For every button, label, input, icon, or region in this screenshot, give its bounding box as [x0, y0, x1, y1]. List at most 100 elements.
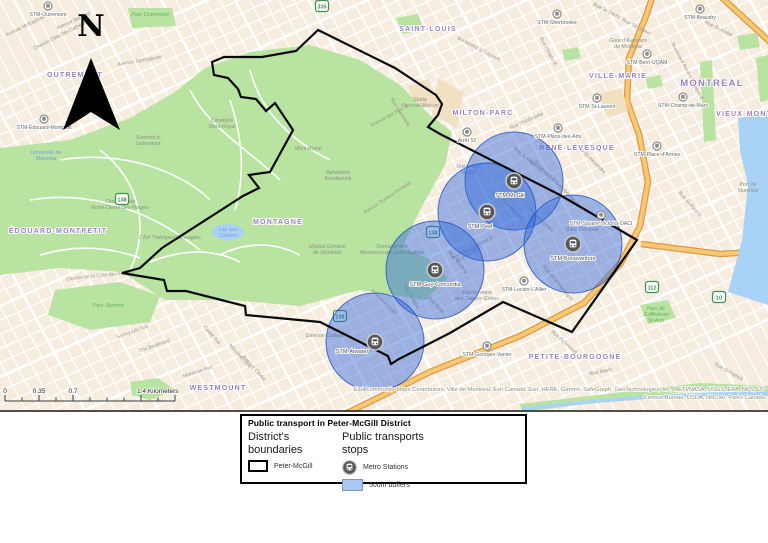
north-arrow-letter: N — [77, 9, 104, 44]
street-line — [175, 148, 768, 412]
district-label: RENÉ-LÉVESQUE — [539, 143, 615, 152]
park-area — [737, 33, 760, 50]
attribution-text: Esri Community Maps Contributors, Ville … — [354, 387, 765, 393]
road-shield: 335 — [314, 0, 330, 13]
station-marker: STM-Édouard-Montpetit — [16, 114, 73, 132]
station-marker: STM-Place-d'Armes — [633, 141, 681, 159]
street-line — [0, 0, 401, 179]
place-label: Dawson College — [306, 333, 345, 339]
station-small-label: STM-Georges-Vanier — [463, 352, 512, 358]
other-stations: STM-Outremont STM-Édouard-Montpetit Arrêt … — [16, 1, 717, 359]
station-small-glyph — [655, 143, 659, 148]
street-line — [454, 0, 677, 412]
place-label: L'Îlot Trafalgar-Gleneagles — [139, 234, 201, 241]
station-small-label: STM-Berri-UQAM — [627, 60, 668, 66]
metro-train-light — [511, 181, 514, 184]
station-marker: STM-Square-Victoria-OACI — [569, 210, 633, 228]
buffer-swatch — [342, 479, 363, 492]
station-small-glyph — [698, 6, 702, 11]
street-line — [616, 0, 768, 285]
station-small-label: STM-Lucien-L'Allier — [501, 287, 546, 293]
street-line — [0, 0, 371, 165]
station-marker: STM-Georges-Vanier — [462, 341, 513, 359]
metro-train-light — [375, 342, 378, 345]
road-shield-number: 138 — [428, 230, 437, 236]
metro-train-light — [484, 212, 487, 215]
station-small-glyph — [485, 343, 489, 348]
street-line — [0, 359, 28, 412]
station-small-label: STM-Place-d'Armes — [634, 152, 681, 158]
place-label: Sommet d' Outremont — [135, 135, 161, 147]
place-label: Domaine desMessieurs-de-Saint-Sulpice — [360, 244, 425, 256]
street-line — [0, 27, 205, 412]
street-line — [0, 109, 161, 412]
street-line — [0, 0, 220, 412]
road-shield-border — [425, 225, 441, 239]
street-line — [646, 0, 768, 229]
metro-station: STM-Atwater — [335, 333, 384, 356]
street-line — [558, 0, 768, 395]
street-line — [513, 0, 735, 412]
park-area — [756, 55, 768, 102]
street-line — [0, 166, 131, 412]
metro-station-label: STM-Bonaventure — [550, 256, 595, 262]
street-line — [719, 0, 768, 91]
place-label: Hôpital Général de Montréal — [309, 244, 347, 256]
park-path — [249, 69, 331, 161]
street-line — [0, 332, 43, 412]
metro-station-label: STM-McGill — [495, 193, 524, 199]
station-marker: STM-St-Laurent — [578, 93, 617, 111]
park-area — [0, 45, 452, 306]
campus-block — [432, 78, 464, 128]
park-area — [645, 75, 663, 89]
street-line — [0, 83, 175, 412]
station-small-glyph — [595, 95, 599, 100]
street-line — [484, 0, 705, 412]
street-line — [0, 0, 337, 150]
station-marker: STM-Sherbrooke — [536, 9, 578, 27]
metro-train-glyph — [569, 239, 577, 248]
road-shield-number: 10 — [716, 295, 722, 301]
street-line — [303, 205, 768, 412]
street-line — [0, 247, 88, 412]
metro-train-light — [570, 244, 573, 247]
place-label: Parc Summit — [93, 303, 124, 309]
park-area — [640, 300, 676, 324]
street-line — [366, 0, 588, 412]
park-area — [562, 47, 581, 61]
park-area — [396, 14, 424, 34]
metro-station-label: STM-Atwater — [336, 349, 369, 355]
street-line — [748, 0, 768, 37]
scale-bar-label: 0.35 — [33, 388, 46, 395]
metro-station-label: STM-Peel — [468, 224, 493, 230]
metro-train-light — [487, 212, 490, 215]
metro-train-light — [432, 270, 435, 273]
station-marker: STM-Lucien-L'Allier — [501, 276, 548, 294]
street-line — [0, 221, 102, 412]
street-line — [425, 0, 647, 412]
scale-bar-end-label: 1.4 Kilometers — [137, 388, 179, 395]
place-label: Port de Montréal — [738, 182, 759, 194]
station-small-glyph — [556, 125, 560, 130]
metro-train-light — [573, 244, 576, 247]
station-marker: Arrêt 52 — [457, 127, 477, 145]
metro-train-light — [514, 181, 517, 184]
street-line — [367, 233, 768, 412]
station-marker: STM-Outremont — [29, 1, 68, 19]
legend-label-peter-mcgill: Peter-McGill — [274, 462, 313, 470]
street-label: Rue Basin — [589, 367, 613, 378]
station-small-label: STM-Square-Victoria-OACI — [570, 221, 633, 227]
legend: Public transport in Peter-McGill Distric… — [240, 414, 527, 492]
street-line — [675, 0, 768, 175]
road-shield: 138 — [425, 225, 441, 239]
road-shield: 10 — [711, 290, 727, 304]
station-small-glyph — [465, 129, 469, 134]
canal-water — [521, 391, 768, 411]
station-small-glyph — [555, 11, 559, 16]
street-line — [0, 304, 58, 412]
station-small-glyph — [42, 116, 46, 121]
street-line — [527, 0, 750, 412]
place-label: Parc de Griffintown St-Ann — [643, 306, 668, 324]
street-line — [440, 0, 661, 412]
